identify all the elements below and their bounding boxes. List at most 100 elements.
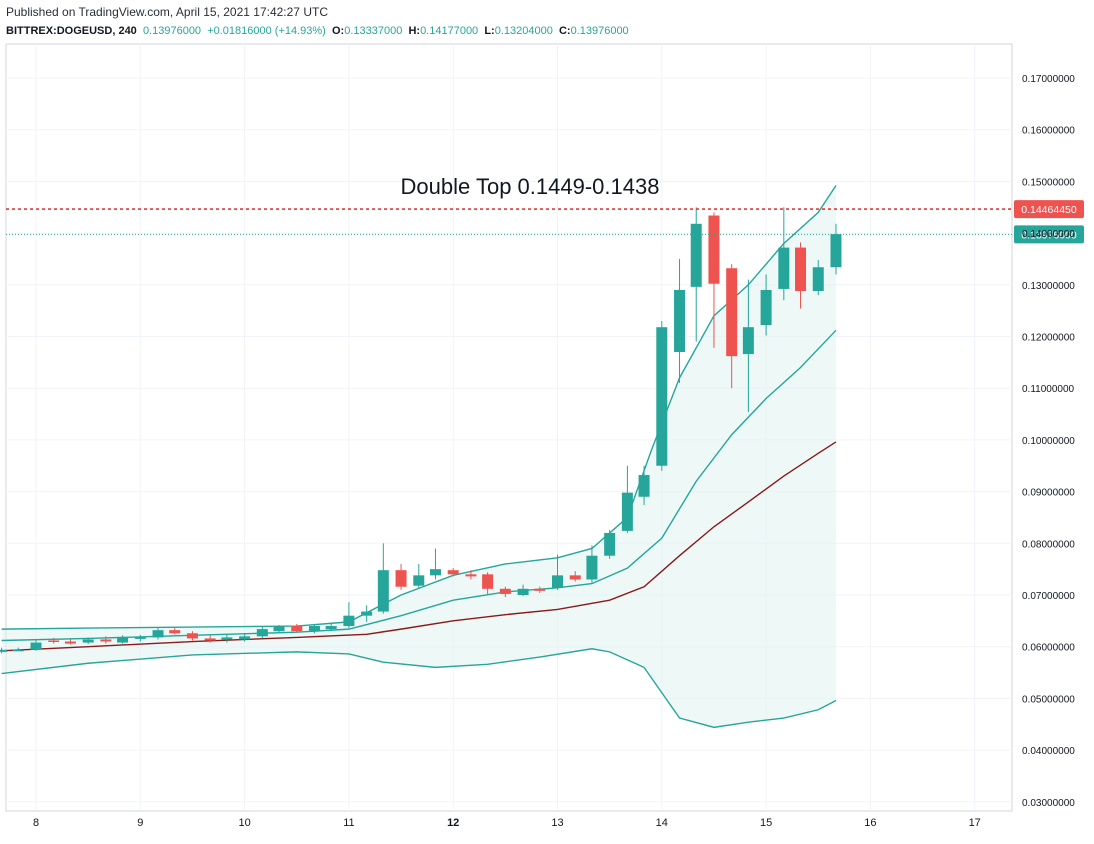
candle-body [377,570,389,612]
candle [325,623,337,632]
candle [429,548,441,580]
candle-body [413,575,425,586]
last-price: 0.13976000 [142,25,202,37]
candle-body [517,588,529,595]
candle-body [760,289,772,326]
candle-body [726,268,738,357]
candle [48,637,60,644]
price-levels: 0.14464450 0.13976000 [6,200,1084,244]
candle-body [638,475,650,497]
candle-body [708,215,720,284]
candle [308,624,320,634]
y-tick-label: 0.03000000 [1022,798,1075,809]
x-tick-label: 12 [447,817,459,829]
candle [256,626,268,639]
y-tick-label: 0.17000000 [1022,74,1075,85]
candle [291,623,303,633]
candle-body [778,247,790,289]
y-tick-label: 0.11000000 [1022,384,1075,395]
published-line: Published on TradingView.com, April 15, … [6,5,328,19]
candle [690,207,702,342]
candle-body [395,570,407,587]
candle [0,647,8,654]
candle [726,264,738,389]
y-tick-label: 0.05000000 [1022,694,1075,705]
lower-band [1,648,837,729]
candle-body [795,247,807,292]
candle-body [569,575,581,580]
high-label: H: [408,25,421,37]
candle [742,279,754,412]
candle-body [82,639,94,643]
candle-body [690,223,702,287]
candle [204,635,216,643]
candle [82,637,94,645]
candle-body [256,629,268,637]
candle-body [48,640,60,642]
candle-body [117,637,129,643]
candle [517,584,529,597]
x-tick-label: 15 [760,817,772,829]
last-price-label: 0.13976000 [1021,229,1077,241]
candle [638,465,650,506]
y-tick-label: 0.12000000 [1022,333,1075,344]
candle-body [325,626,337,630]
candle [830,223,842,275]
candle-body [656,327,668,466]
candle-body [447,570,459,575]
candle-body [221,637,233,640]
candle [395,563,407,590]
y-tick-label: 0.04000000 [1022,746,1075,757]
symbol-line: BITTREX:DOGEUSD, 240 0.13976000 +0.01816… [6,23,1086,39]
low-label: L: [484,25,495,37]
candle-body [586,555,598,580]
close-value: 0.13976000 [570,25,629,37]
candle-body [186,633,198,639]
candle-body [100,639,112,642]
band-fill [1,185,836,728]
candle [100,636,112,644]
candle [552,554,563,590]
candle-body [291,626,303,632]
candle-body [0,649,8,652]
open-label: O: [331,25,345,37]
candle [377,543,389,614]
basis-line [1,441,837,652]
candle-body [534,588,546,591]
x-tick-label: 13 [551,817,563,829]
x-tick-label: 10 [238,817,250,829]
candle-body [361,611,373,616]
candle [604,529,616,559]
candle [795,242,807,309]
candle [12,647,24,652]
resistance-price-label: 0.14464450 [1021,204,1077,216]
candle-body [239,636,251,640]
y-tick-label: 0.10000000 [1022,436,1075,447]
high-value: 0.14177000 [420,25,479,37]
axes: 0.17000000 0.16000000 0.15000000 0.14000000… [33,74,1075,829]
candle [447,568,459,577]
resistance-price-tag [1014,200,1084,219]
candle-body [134,637,146,639]
candle-body [204,638,216,641]
chart-header: Published on TradingView.com, April 15, … [6,4,1086,39]
close-label: C: [558,25,571,37]
candle [343,602,355,629]
low-value: 0.13204000 [494,25,553,37]
x-tick-label: 11 [343,817,354,829]
candle [534,586,546,593]
candle [361,605,373,622]
candle-body [742,327,754,355]
candle-body [812,267,824,292]
candle-body [604,532,616,556]
candle [778,207,790,301]
open-value: 0.13337000 [344,25,403,37]
candle-body [30,642,42,650]
candle [656,320,668,471]
y-tick-label: 0.14000000 [1022,229,1075,240]
x-tick-label: 14 [656,817,668,829]
candle [586,545,598,583]
candle [482,572,494,595]
price-change: +0.01816000 (+14.93%) [207,25,326,37]
